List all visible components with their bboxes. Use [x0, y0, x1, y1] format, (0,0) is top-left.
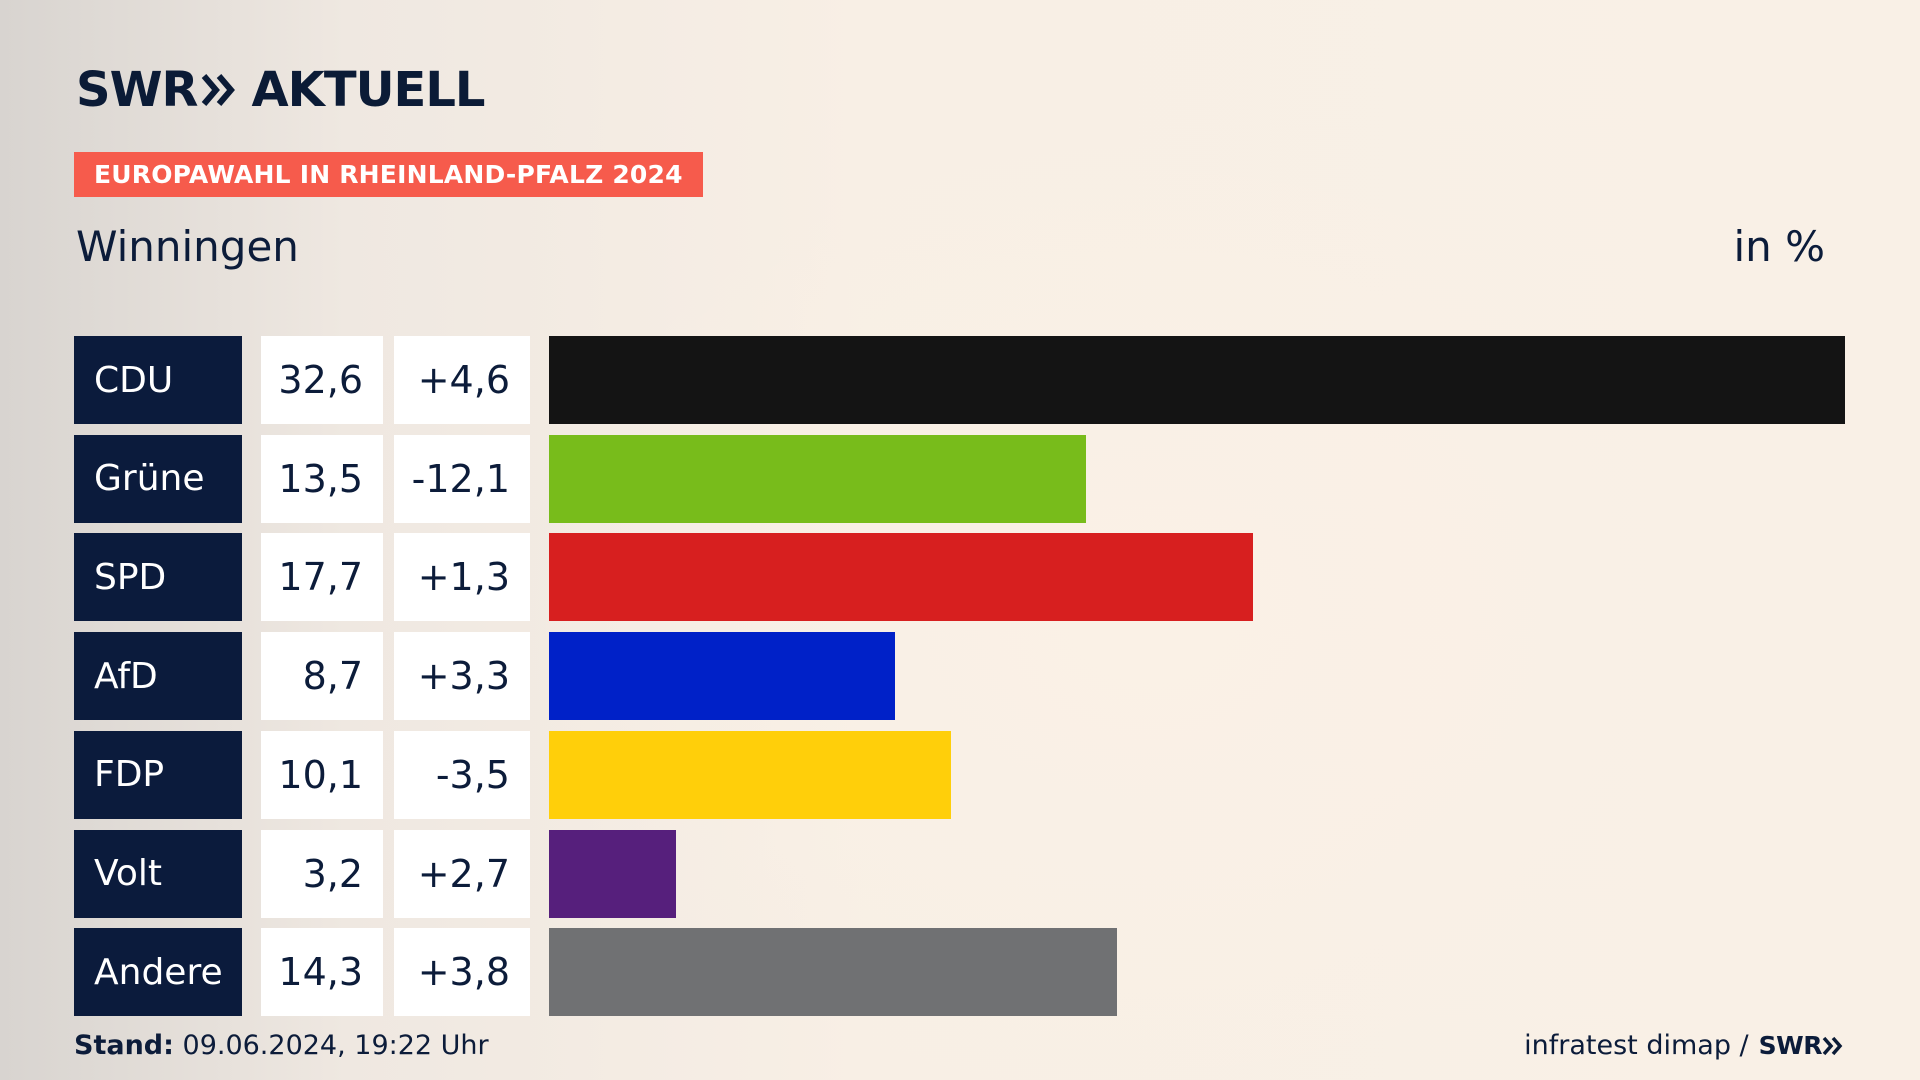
party-label: Grüne — [74, 434, 242, 523]
footer-chevron-icon — [1822, 1036, 1843, 1055]
stand-label: Stand: — [74, 1030, 174, 1061]
chart-title: Winningen — [76, 222, 299, 271]
change-label: +1,3 — [394, 533, 530, 622]
footer-swr-logo: SWR — [1759, 1031, 1844, 1060]
vote-share-label: 3,2 — [261, 829, 383, 918]
bar-fdp — [549, 730, 951, 819]
bar-spd — [549, 533, 1253, 622]
footer-swr-text: SWR — [1758, 1031, 1823, 1060]
party-label: Andere — [74, 928, 242, 1017]
double-chevron-right-icon — [201, 72, 236, 108]
election-kicker: EUROPAWAHL IN RHEINLAND-PFALZ 2024 — [74, 152, 703, 197]
source-credit: infratest dimap / SWR — [1524, 1030, 1844, 1061]
change-label: -3,5 — [394, 730, 530, 819]
source-text: infratest dimap / — [1524, 1030, 1749, 1061]
vote-share-label: 13,5 — [261, 434, 383, 523]
logo-aktuell: AKTUELL — [251, 62, 485, 118]
party-label: FDP — [74, 730, 242, 819]
bar-cdu — [549, 336, 1845, 424]
party-label: Volt — [74, 829, 242, 918]
change-label: -12,1 — [394, 434, 530, 523]
change-label: +4,6 — [394, 336, 530, 424]
change-label: +2,7 — [394, 829, 530, 918]
bar-volt — [549, 829, 677, 918]
unit-label: in % — [1733, 222, 1825, 271]
change-label: +3,3 — [394, 632, 530, 721]
vote-share-label: 10,1 — [261, 730, 383, 819]
bar-grüne — [549, 434, 1086, 523]
party-label: SPD — [74, 533, 242, 622]
logo-swr: SWR — [76, 62, 198, 118]
party-label: CDU — [74, 336, 242, 424]
swr-aktuell-logo: SWR AKTUELL — [76, 62, 486, 118]
vote-share-label: 14,3 — [261, 928, 383, 1017]
bar-afd — [549, 632, 895, 721]
change-label: +3,8 — [394, 928, 530, 1017]
stand-value: 09.06.2024, 19:22 Uhr — [182, 1030, 489, 1061]
party-label: AfD — [74, 632, 242, 721]
vote-share-label: 8,7 — [261, 632, 383, 721]
timestamp: Stand: 09.06.2024, 19:22 Uhr — [74, 1030, 489, 1061]
bar-andere — [549, 928, 1118, 1017]
vote-share-label: 17,7 — [261, 533, 383, 622]
vote-share-label: 32,6 — [261, 336, 383, 424]
